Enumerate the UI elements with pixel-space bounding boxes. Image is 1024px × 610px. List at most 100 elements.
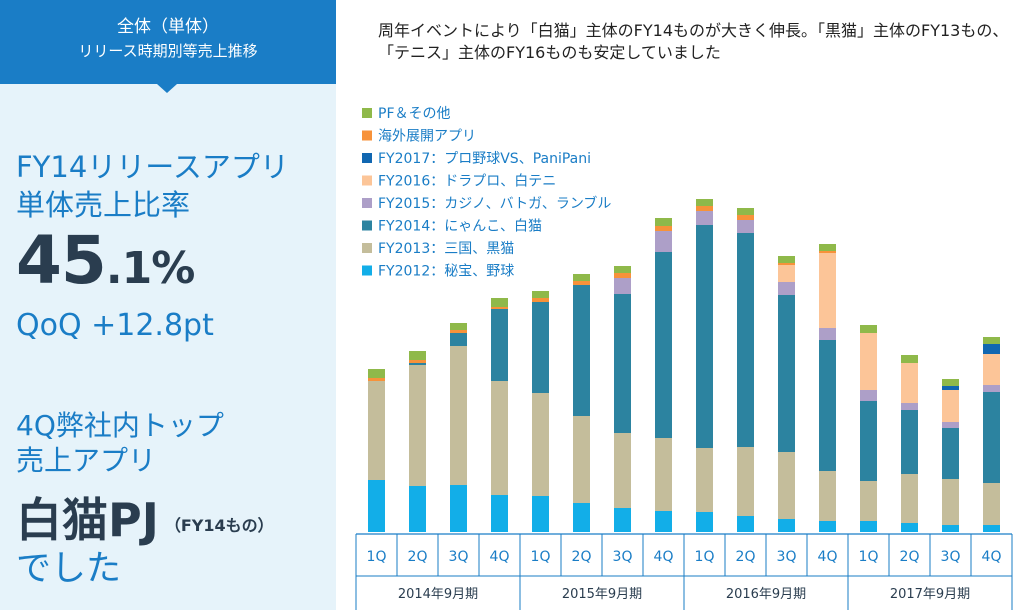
x-tick-label: 2Q bbox=[736, 549, 756, 565]
bar-stack bbox=[942, 379, 959, 532]
bar-segment bbox=[614, 273, 631, 278]
header-pointer bbox=[157, 84, 177, 93]
bar-segment bbox=[778, 519, 795, 532]
bar-stack bbox=[696, 199, 713, 532]
bar-segment bbox=[655, 252, 672, 438]
x-tick-label: 4Q bbox=[818, 549, 838, 565]
bar-segment bbox=[942, 422, 959, 428]
bar-segment bbox=[942, 479, 959, 525]
panel-header-line1: 全体（単体） bbox=[117, 17, 219, 37]
bar-segment bbox=[983, 344, 1000, 354]
kpi-title-line1: FY14リリースアプリ bbox=[16, 150, 289, 184]
bar-segment bbox=[778, 256, 795, 263]
bar-segment bbox=[614, 433, 631, 508]
bar-stack bbox=[532, 291, 549, 532]
bar-segment bbox=[368, 480, 385, 532]
top-app-line2: 売上アプリ bbox=[16, 444, 157, 477]
bar-segment bbox=[696, 199, 713, 206]
bar-stack bbox=[655, 218, 672, 532]
bar-stack bbox=[409, 351, 426, 532]
x-tick-label: 1Q bbox=[531, 549, 551, 565]
x-tick-label: 3Q bbox=[941, 549, 961, 565]
chart-bars bbox=[368, 199, 1000, 532]
bar-segment bbox=[819, 471, 836, 521]
legend-swatch bbox=[362, 220, 372, 231]
legend-label: FY2014：にゃんこ、白猫 bbox=[378, 219, 542, 235]
kpi-value-dec: .1% bbox=[105, 243, 195, 294]
bar-segment bbox=[491, 298, 508, 307]
legend-item: PF＆その他 bbox=[362, 106, 451, 122]
legend-label: FY2016：ドラプロ、白テニ bbox=[378, 174, 556, 190]
bar-segment bbox=[860, 390, 877, 401]
legend-item: 海外展開アプリ bbox=[362, 129, 476, 145]
bar-segment bbox=[860, 481, 877, 521]
bar-segment bbox=[983, 525, 1000, 532]
panel-header-line2: リリース時期別等売上推移 bbox=[78, 42, 258, 60]
bar-stack bbox=[737, 208, 754, 532]
x-tick-label: 1Q bbox=[859, 549, 879, 565]
bar-segment bbox=[901, 523, 918, 532]
legend-item: FY2017：プロ野球VS、PaniPani bbox=[362, 151, 591, 167]
bar-segment bbox=[778, 265, 795, 282]
kpi-title-line2: 単体売上比率 bbox=[16, 188, 191, 222]
legend-item: FY2013：三国、黒猫 bbox=[362, 241, 514, 257]
top-app-line1: 4Q弊社内トップ bbox=[16, 409, 224, 442]
bar-segment bbox=[573, 285, 590, 416]
bar-segment bbox=[983, 354, 1000, 385]
fiscal-year-label: 2016年9月期 bbox=[726, 587, 806, 602]
legend-label: 海外展開アプリ bbox=[378, 129, 476, 145]
kpi-value-int: 45 bbox=[16, 222, 107, 299]
legend-item: FY2016：ドラプロ、白テニ bbox=[362, 174, 556, 190]
bar-segment bbox=[409, 365, 426, 486]
bar-segment bbox=[532, 291, 549, 298]
legend-label: PF＆その他 bbox=[378, 106, 451, 122]
bar-stack bbox=[778, 256, 795, 532]
bar-segment bbox=[696, 512, 713, 532]
bar-segment bbox=[819, 244, 836, 251]
bar-segment bbox=[491, 381, 508, 495]
bar-stack bbox=[983, 337, 1000, 532]
bar-segment bbox=[778, 295, 795, 452]
bar-segment bbox=[901, 403, 918, 410]
bar-segment bbox=[368, 378, 385, 381]
panel-header: 全体（単体） リリース時期別等売上推移 bbox=[0, 0, 336, 84]
legend-swatch bbox=[362, 198, 372, 208]
bar-segment bbox=[655, 511, 672, 532]
x-tick-label: 2Q bbox=[900, 549, 920, 565]
bar-stack bbox=[819, 244, 836, 532]
bar-segment bbox=[450, 333, 467, 346]
bar-segment bbox=[573, 416, 590, 503]
x-tick-label: 4Q bbox=[982, 549, 1002, 565]
bar-stack bbox=[573, 274, 590, 532]
x-tick-label: 1Q bbox=[367, 549, 387, 565]
bar-segment bbox=[983, 483, 1000, 525]
x-tick-label: 2Q bbox=[572, 549, 592, 565]
kpi-title: FY14リリースアプリ 単体売上比率 bbox=[16, 148, 331, 224]
legend-label: FY2013：三国、黒猫 bbox=[378, 241, 514, 257]
bar-segment bbox=[614, 294, 631, 433]
legend-swatch bbox=[362, 108, 372, 118]
bar-segment bbox=[819, 253, 836, 328]
bar-segment bbox=[983, 392, 1000, 483]
legend-swatch bbox=[362, 175, 372, 186]
bar-segment bbox=[819, 340, 836, 471]
bar-segment bbox=[778, 263, 795, 265]
bar-segment bbox=[491, 309, 508, 381]
bar-segment bbox=[450, 346, 467, 485]
bar-segment bbox=[942, 428, 959, 479]
x-tick-label: 3Q bbox=[449, 549, 469, 565]
bar-segment bbox=[778, 282, 795, 295]
bar-segment bbox=[655, 218, 672, 226]
bar-segment bbox=[696, 206, 713, 211]
bar-segment bbox=[901, 410, 918, 474]
bar-segment bbox=[819, 251, 836, 253]
fiscal-year-label: 2014年9月期 bbox=[398, 587, 478, 602]
bar-segment bbox=[860, 333, 877, 390]
legend-label: FY2012：秘宝、野球 bbox=[378, 264, 514, 280]
x-tick-label: 3Q bbox=[777, 549, 797, 565]
bar-stack bbox=[614, 266, 631, 532]
bar-segment bbox=[983, 385, 1000, 392]
bar-stack bbox=[901, 355, 918, 532]
chart-x-axis: 1Q 2Q 3Q 4Q 1Q 2Q 3Q 4Q 1Q 2Q 3Q 4Q 1Q 2Q 3Q 4Q 2014年9月期… bbox=[355, 533, 1013, 610]
bar-segment bbox=[409, 360, 426, 363]
